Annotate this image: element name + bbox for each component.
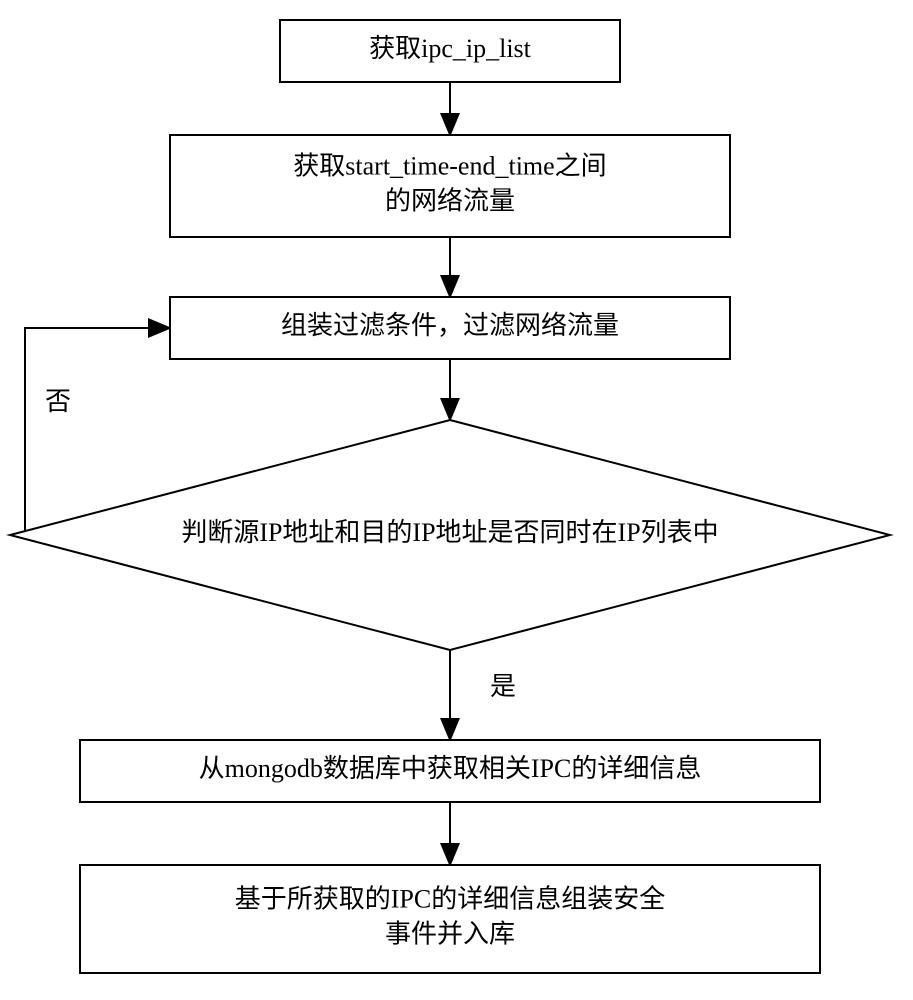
node-n5-text: 从mongodb数据库中获取相关IPC的详细信息 <box>199 754 702 783</box>
node-n4-text: 判断源IP地址和目的IP地址是否同时在IP列表中 <box>181 518 718 547</box>
node-n2-text: 获取start_time-end_time之间 <box>293 151 606 180</box>
node-n6-text: 事件并入库 <box>385 920 515 949</box>
node-n1-text: 获取ipc_ip_list <box>369 34 532 63</box>
node-n3-text: 组装过滤条件，过滤网络流量 <box>281 311 619 340</box>
node-n6-text: 基于所获取的IPC的详细信息组装安全 <box>235 884 665 913</box>
node-n2-text: 的网络流量 <box>385 187 515 216</box>
edge-label-n4-n3: 否 <box>45 387 71 416</box>
edge-label-n4-n5: 是 <box>490 672 516 701</box>
